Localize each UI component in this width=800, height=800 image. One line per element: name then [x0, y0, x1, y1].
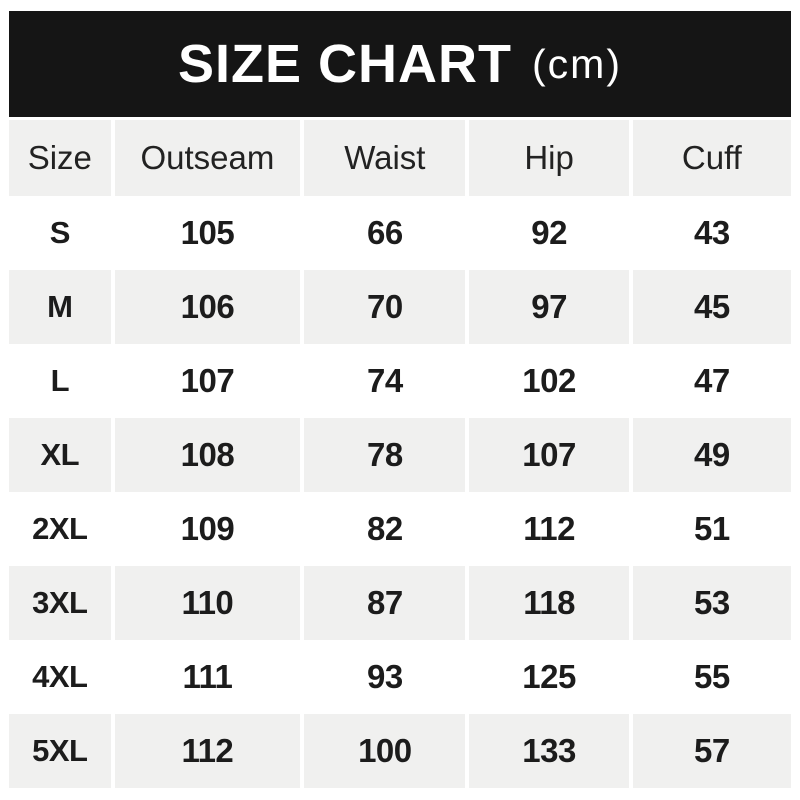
value-cell: 55 — [632, 640, 791, 714]
table-row: 5XL 112 100 133 57 — [9, 714, 791, 788]
value-cell: 43 — [632, 196, 791, 270]
value-cell: 97 — [469, 270, 629, 344]
size-cell: 3XL — [9, 566, 111, 640]
column-header-waist: Waist — [304, 120, 466, 196]
table-row: S 105 66 92 43 — [9, 196, 791, 270]
size-cell: XL — [9, 418, 111, 492]
value-cell: 125 — [469, 640, 629, 714]
value-cell: 107 — [469, 418, 629, 492]
value-cell: 102 — [469, 344, 629, 418]
value-cell: 109 — [114, 492, 301, 566]
value-cell: 100 — [304, 714, 466, 788]
size-cell: 5XL — [9, 714, 111, 788]
value-cell: 82 — [304, 492, 466, 566]
chart-title-banner: SIZE CHART (cm) — [9, 11, 791, 117]
value-cell: 51 — [632, 492, 791, 566]
value-cell: 78 — [304, 418, 466, 492]
value-cell: 108 — [114, 418, 301, 492]
table-row: XL 108 78 107 49 — [9, 418, 791, 492]
column-header-cuff: Cuff — [632, 120, 791, 196]
value-cell: 57 — [632, 714, 791, 788]
column-header-size: Size — [9, 120, 111, 196]
value-cell: 66 — [304, 196, 466, 270]
column-header-hip: Hip — [469, 120, 629, 196]
value-cell: 111 — [114, 640, 301, 714]
column-header-outseam: Outseam — [114, 120, 301, 196]
value-cell: 105 — [114, 196, 301, 270]
table-row: 2XL 109 82 112 51 — [9, 492, 791, 566]
size-chart: SIZE CHART (cm) Size Outseam Waist Hip C… — [9, 11, 791, 788]
value-cell: 110 — [114, 566, 301, 640]
table-row: L 107 74 102 47 — [9, 344, 791, 418]
value-cell: 74 — [304, 344, 466, 418]
size-cell: M — [9, 270, 111, 344]
size-cell: 2XL — [9, 492, 111, 566]
table-header-row: Size Outseam Waist Hip Cuff — [9, 120, 791, 196]
value-cell: 92 — [469, 196, 629, 270]
size-cell: L — [9, 344, 111, 418]
value-cell: 118 — [469, 566, 629, 640]
value-cell: 47 — [632, 344, 791, 418]
value-cell: 112 — [114, 714, 301, 788]
table-row: 3XL 110 87 118 53 — [9, 566, 791, 640]
table-row: M 106 70 97 45 — [9, 270, 791, 344]
value-cell: 93 — [304, 640, 466, 714]
value-cell: 133 — [469, 714, 629, 788]
value-cell: 107 — [114, 344, 301, 418]
value-cell: 112 — [469, 492, 629, 566]
chart-title: SIZE CHART — [178, 34, 513, 94]
value-cell: 49 — [632, 418, 791, 492]
value-cell: 106 — [114, 270, 301, 344]
value-cell: 87 — [304, 566, 466, 640]
value-cell: 70 — [304, 270, 466, 344]
size-cell: S — [9, 196, 111, 270]
value-cell: 45 — [632, 270, 791, 344]
chart-unit-label: (cm) — [532, 40, 622, 87]
table-row: 4XL 111 93 125 55 — [9, 640, 791, 714]
value-cell: 53 — [632, 566, 791, 640]
size-cell: 4XL — [9, 640, 111, 714]
